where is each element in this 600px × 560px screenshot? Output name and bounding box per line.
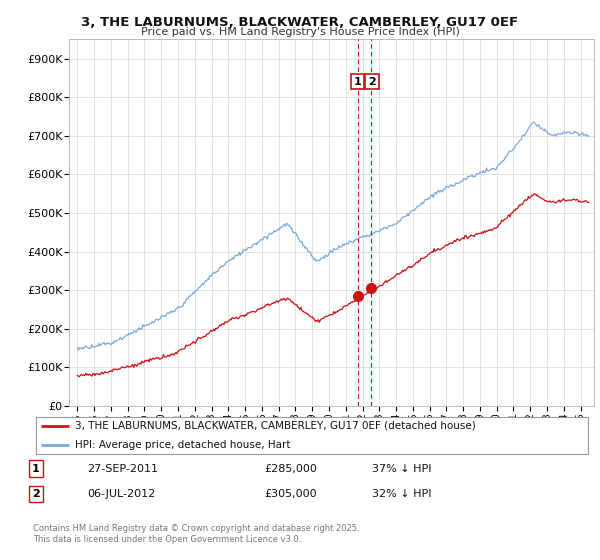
Text: 2: 2 — [368, 77, 376, 87]
Text: 37% ↓ HPI: 37% ↓ HPI — [372, 464, 431, 474]
Text: £305,000: £305,000 — [264, 489, 317, 499]
Text: Price paid vs. HM Land Registry's House Price Index (HPI): Price paid vs. HM Land Registry's House … — [140, 27, 460, 37]
Text: £285,000: £285,000 — [264, 464, 317, 474]
Text: 06-JUL-2012: 06-JUL-2012 — [87, 489, 155, 499]
Text: 2: 2 — [32, 489, 40, 499]
Text: 32% ↓ HPI: 32% ↓ HPI — [372, 489, 431, 499]
Text: 1: 1 — [32, 464, 40, 474]
Text: HPI: Average price, detached house, Hart: HPI: Average price, detached house, Hart — [75, 440, 290, 450]
Text: 3, THE LABURNUMS, BLACKWATER, CAMBERLEY, GU17 0EF: 3, THE LABURNUMS, BLACKWATER, CAMBERLEY,… — [82, 16, 518, 29]
Text: Contains HM Land Registry data © Crown copyright and database right 2025.
This d: Contains HM Land Registry data © Crown c… — [33, 524, 359, 544]
Text: 3, THE LABURNUMS, BLACKWATER, CAMBERLEY, GU17 0EF (detached house): 3, THE LABURNUMS, BLACKWATER, CAMBERLEY,… — [75, 421, 476, 431]
FancyBboxPatch shape — [36, 417, 588, 454]
Text: 1: 1 — [353, 77, 361, 87]
Text: 27-SEP-2011: 27-SEP-2011 — [87, 464, 158, 474]
Bar — [356, 39, 373, 406]
